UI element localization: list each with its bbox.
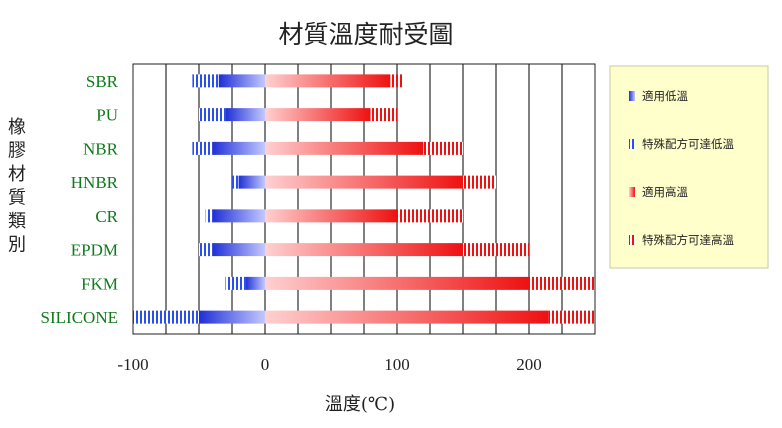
bar-special_high <box>390 74 404 88</box>
category-label: PU <box>96 106 118 125</box>
bar-low <box>212 141 265 155</box>
bar-high <box>265 74 391 88</box>
bar-low <box>212 209 265 223</box>
bar-low <box>225 108 265 122</box>
bar-special_high <box>463 243 529 257</box>
x-tick-label: -100 <box>117 355 148 374</box>
bar-special_high <box>423 141 463 155</box>
legend-swatch <box>629 139 635 149</box>
bar-special_low <box>192 74 219 88</box>
category-label: NBR <box>83 139 119 158</box>
legend-swatch <box>629 235 635 245</box>
bar-special_low <box>232 175 239 189</box>
gridlines <box>165 64 563 334</box>
legend-label: 適用高溫 <box>642 185 688 199</box>
bar-high <box>265 141 424 155</box>
bar-high <box>265 243 463 257</box>
bar-special_high <box>397 209 463 223</box>
bar-special_low <box>199 243 213 257</box>
bar-special_high <box>529 276 595 290</box>
x-tick-label: 100 <box>384 355 410 374</box>
chart-title: 材質溫度耐受圖 <box>278 20 453 49</box>
x-tick-label: 200 <box>516 355 542 374</box>
category-label: SILICONE <box>41 308 118 327</box>
legend-label: 特殊配方可達低溫 <box>642 137 734 151</box>
bar-high <box>265 209 397 223</box>
category-label: FKM <box>81 274 118 293</box>
x-tick-labels: -100 0 100 200 <box>117 355 541 374</box>
bar-special_low <box>133 310 199 324</box>
bar-special_low <box>192 141 213 155</box>
legend-label: 適用低溫 <box>642 89 688 103</box>
bar-low <box>199 310 265 324</box>
category-label: CR <box>95 207 118 226</box>
bar-special_low <box>205 209 213 223</box>
category-label: HNBR <box>71 173 119 192</box>
legend-label: 特殊配方可達高溫 <box>642 233 734 247</box>
category-label: SBR <box>86 72 119 91</box>
bar-special_high <box>548 310 595 324</box>
category-label: EPDM <box>71 241 118 260</box>
bar-low <box>212 243 265 257</box>
legend-swatch <box>629 91 635 101</box>
bars <box>133 74 595 324</box>
category-labels: SBR PU NBR HNBR CR EPDM FKM SILICONE <box>41 72 119 327</box>
bar-special_low <box>225 276 246 290</box>
bar-special_high <box>370 108 397 122</box>
y-axis-title: 橡膠材質類別 <box>8 117 26 256</box>
bar-high <box>265 108 371 122</box>
bar-high <box>265 276 529 290</box>
legend-box <box>609 65 769 269</box>
x-axis-title: 溫度(℃) <box>325 394 395 415</box>
plot-frame <box>132 63 596 335</box>
bar-low <box>238 175 265 189</box>
bar-special_low <box>199 108 226 122</box>
bar-high <box>265 310 549 324</box>
bar-low <box>245 276 265 290</box>
legend-swatch <box>629 187 635 197</box>
bar-special_high <box>463 175 496 189</box>
bar-low <box>218 74 265 88</box>
bar-high <box>265 175 463 189</box>
x-tick-label: 0 <box>261 355 270 374</box>
